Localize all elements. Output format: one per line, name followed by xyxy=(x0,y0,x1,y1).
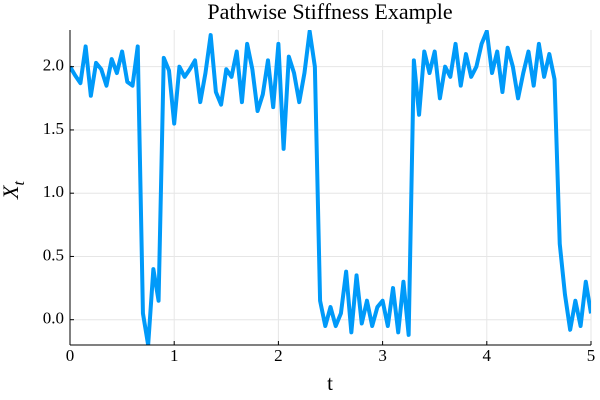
y-tick-label: 1.0 xyxy=(43,182,64,201)
x-tick-label: 1 xyxy=(170,346,179,365)
y-axis-label-subscript: t xyxy=(11,181,28,186)
y-axis-label: Xt xyxy=(0,181,28,200)
x-axis-label: t xyxy=(327,371,333,395)
y-tick-label: 0.5 xyxy=(43,245,64,264)
plot-area xyxy=(70,30,591,345)
chart-title: Pathwise Stiffness Example xyxy=(207,0,452,24)
y-axis-label-main: X xyxy=(0,184,23,200)
x-tick-label: 3 xyxy=(378,346,387,365)
data-line xyxy=(70,30,591,345)
y-tick-label: 1.5 xyxy=(43,119,64,138)
x-tick-label: 2 xyxy=(274,346,283,365)
x-tick-label: 0 xyxy=(66,346,75,365)
x-tick-label: 4 xyxy=(483,346,492,365)
x-tick-label: 5 xyxy=(587,346,596,365)
y-tick-label: 0.0 xyxy=(43,309,64,328)
y-tick-label: 2.0 xyxy=(43,56,64,75)
